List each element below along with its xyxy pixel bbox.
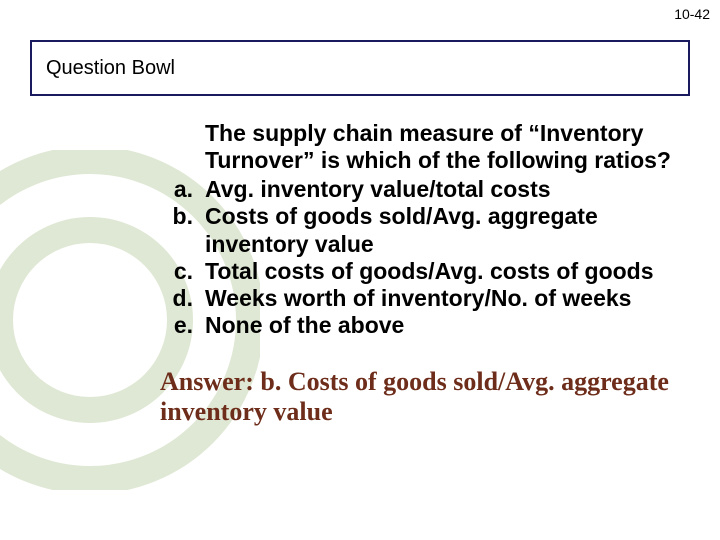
option-c: c. Total costs of goods/Avg. costs of go…	[150, 258, 690, 285]
option-e: e. None of the above	[150, 312, 690, 339]
page-number: 10-42	[674, 6, 710, 22]
option-b: b. Costs of goods sold/Avg. aggregate in…	[150, 203, 690, 257]
option-d: d. Weeks worth of inventory/No. of weeks	[150, 285, 690, 312]
option-letter: a.	[150, 176, 205, 203]
option-text: Costs of goods sold/Avg. aggregate inven…	[205, 203, 690, 257]
option-text: Weeks worth of inventory/No. of weeks	[205, 285, 690, 312]
option-a: a. Avg. inventory value/total costs	[150, 176, 690, 203]
content-area: The supply chain measure of “Inventory T…	[150, 120, 690, 427]
option-letter: c.	[150, 258, 205, 285]
slide-title: Question Bowl	[46, 57, 175, 80]
options-list: a. Avg. inventory value/total costs b. C…	[150, 176, 690, 339]
answer-text: Answer: b. Costs of goods sold/Avg. aggr…	[150, 367, 690, 427]
title-box: Question Bowl	[30, 40, 690, 96]
option-text: Total costs of goods/Avg. costs of goods	[205, 258, 690, 285]
option-letter: b.	[150, 203, 205, 257]
option-letter: e.	[150, 312, 205, 339]
option-letter: d.	[150, 285, 205, 312]
option-text: None of the above	[205, 312, 690, 339]
question-stem: The supply chain measure of “Inventory T…	[150, 120, 690, 174]
option-text: Avg. inventory value/total costs	[205, 176, 690, 203]
